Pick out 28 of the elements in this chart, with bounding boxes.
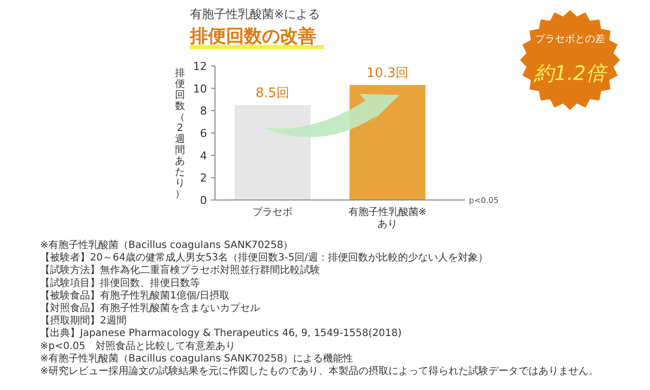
title: 排便回数の改善 [190, 26, 316, 47]
annotation: 【試験方法】無作為化二重盲検プラセボ対照並行群間比較試験 [40, 265, 320, 276]
annotation: ※有胞子性乳酸菌（Bacillus coagulans SANK70258）による機能性 [40, 353, 354, 364]
ytick: 2 [200, 172, 207, 185]
data-label: 8.5回 [256, 86, 290, 102]
subtitle: 有胞子性乳酸菌※による [190, 7, 320, 21]
ytick: 12 [193, 60, 207, 73]
annotation: プラセボとの差 [535, 34, 605, 45]
ytick: 4 [200, 149, 207, 162]
ylabel: 排便回数（2週間あたり） [175, 68, 185, 200]
annotation: 【出典】Japanese Pharmacology & Therapeutics 46, 9, 1549-1558(2018) [40, 328, 402, 340]
data-label: 10.3回 [366, 66, 408, 81]
xtick: 有胞子性乳酸菌※ あり [348, 207, 427, 230]
annotation: ※p<0.05 対照食品と比較して有意差あり [40, 340, 236, 352]
annotation: 【被験者】20～64歳の健常成人男女53名（排便回数3-5回/週：排便回数が比較的少ない人を対象） [40, 252, 488, 264]
annotation: 【摂取期間】2週間 [40, 316, 126, 327]
ytick: 10 [193, 82, 207, 96]
ytick: 6 [200, 127, 207, 140]
annotation: ※研究レビュー採用論文の試験結果を元に作図したものであり、本製品の摂取によって得られた試験データではありません。 [40, 366, 598, 377]
ytick: 8 [200, 104, 207, 118]
annotation: p<0.05 [469, 196, 499, 205]
annotation: 【対照食品】有胞子性乳酸菌を含まないカプセル [40, 303, 260, 314]
xtick: プラセボ [252, 207, 292, 218]
annotation: 約1.2倍 [534, 61, 606, 85]
ytick: 0 [200, 194, 207, 207]
annotation: 【被験食品】有胞子性乳酸菌1億個/日摂取 [40, 290, 230, 302]
annotation: ※有胞子性乳酸菌（Bacillus coagulans SANK70258） [40, 240, 294, 251]
annotation: 【試験項目】排便回数、排便日数等 [40, 278, 200, 289]
